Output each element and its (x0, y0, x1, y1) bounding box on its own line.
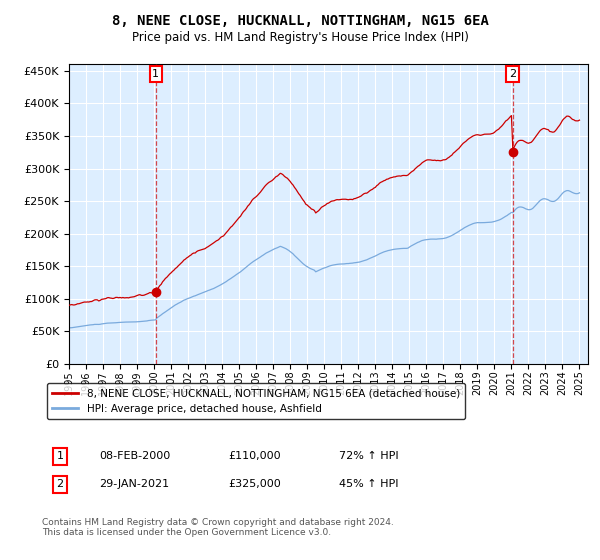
Text: 72% ↑ HPI: 72% ↑ HPI (339, 451, 398, 461)
Text: 8, NENE CLOSE, HUCKNALL, NOTTINGHAM, NG15 6EA: 8, NENE CLOSE, HUCKNALL, NOTTINGHAM, NG1… (112, 14, 488, 28)
Text: 08-FEB-2000: 08-FEB-2000 (99, 451, 170, 461)
Text: 29-JAN-2021: 29-JAN-2021 (99, 479, 169, 489)
Text: £110,000: £110,000 (228, 451, 281, 461)
Text: Price paid vs. HM Land Registry's House Price Index (HPI): Price paid vs. HM Land Registry's House … (131, 31, 469, 44)
Text: 45% ↑ HPI: 45% ↑ HPI (339, 479, 398, 489)
Text: 2: 2 (509, 69, 517, 79)
Text: 1: 1 (152, 69, 159, 79)
Text: £325,000: £325,000 (228, 479, 281, 489)
Text: 2: 2 (56, 479, 64, 489)
Legend: 8, NENE CLOSE, HUCKNALL, NOTTINGHAM, NG15 6EA (detached house), HPI: Average pri: 8, NENE CLOSE, HUCKNALL, NOTTINGHAM, NG1… (47, 383, 465, 419)
Text: Contains HM Land Registry data © Crown copyright and database right 2024.
This d: Contains HM Land Registry data © Crown c… (42, 518, 394, 538)
Text: 1: 1 (56, 451, 64, 461)
